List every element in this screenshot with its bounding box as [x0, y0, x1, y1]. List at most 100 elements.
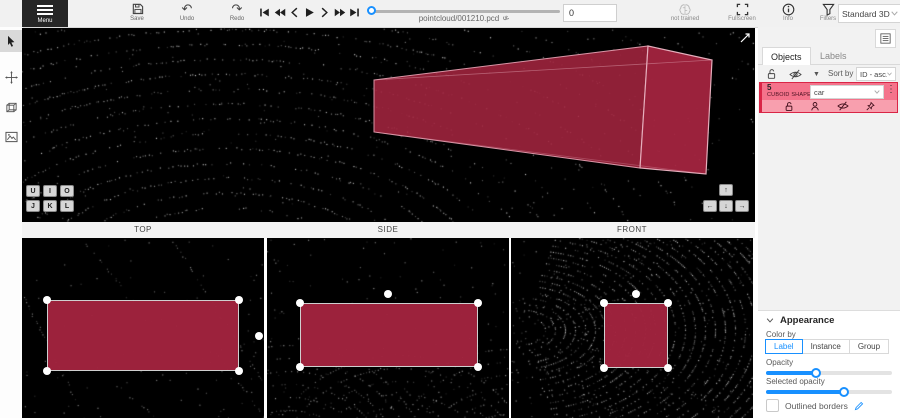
resize-handle[interactable] [600, 299, 608, 307]
first-frame-icon [260, 8, 269, 16]
opacity-slider-handle[interactable] [811, 368, 822, 378]
appearance-header[interactable]: Appearance [766, 315, 834, 326]
resize-handle[interactable] [664, 364, 672, 372]
fullscreen-button[interactable]: Fullscreen [720, 3, 764, 22]
cuboid-front-projection[interactable] [604, 303, 668, 368]
chevron-down-icon [874, 90, 880, 94]
opacity-slider[interactable] [766, 368, 892, 378]
resize-handle[interactable] [296, 363, 304, 371]
object-label-select[interactable]: car [810, 85, 884, 99]
next-frame-button[interactable] [318, 4, 331, 20]
cursor-tool-button[interactable] [0, 30, 22, 52]
sort-value: ID - asc... [860, 69, 887, 79]
rotation-handle[interactable] [384, 290, 392, 298]
hotkey-l-button[interactable]: L [60, 200, 74, 212]
color-by-label-button[interactable]: Label [765, 339, 803, 354]
hamburger-icon [37, 3, 53, 17]
object-hide-icon[interactable] [836, 101, 849, 111]
resize-handle[interactable] [474, 299, 482, 307]
lock-all-button[interactable] [766, 67, 777, 81]
cuboid-annotation-3d[interactable] [22, 28, 755, 222]
forward-button[interactable] [333, 4, 346, 20]
object-item-car[interactable]: 5 CUBOID SHAPE car ⋮ [759, 82, 898, 113]
arrow-left-button[interactable]: ← [703, 200, 717, 212]
hotkey-k-button[interactable]: K [43, 200, 57, 212]
arrow-up-button[interactable]: ↑ [719, 184, 733, 196]
play-button[interactable] [303, 4, 316, 20]
resize-view-icon[interactable] [738, 31, 752, 45]
resize-handle[interactable] [235, 367, 243, 375]
arrow-right-button[interactable]: → [735, 200, 749, 212]
resize-handle[interactable] [600, 364, 608, 372]
hide-all-button[interactable] [789, 67, 802, 81]
last-frame-button[interactable] [348, 4, 361, 20]
selected-opacity-slider[interactable] [766, 387, 892, 397]
cuboid-top-projection[interactable] [47, 300, 239, 371]
sort-by-label: Sort by [828, 69, 854, 78]
outlined-borders-row: Outlined borders [766, 399, 864, 412]
resize-handle[interactable] [474, 363, 482, 371]
frame-slider[interactable] [367, 6, 560, 15]
undo-button[interactable]: ↶ Undo [179, 1, 195, 22]
info-button[interactable]: Info [766, 3, 810, 22]
move-tool-button[interactable] [0, 66, 22, 88]
selected-opacity-slider-handle[interactable] [839, 387, 850, 397]
chevron-down-icon [887, 72, 892, 76]
color-by-label: Color by [766, 330, 796, 339]
side-view[interactable] [267, 238, 509, 418]
object-actions-menu-button[interactable]: ⋮ [886, 84, 896, 95]
fast-backward-icon [274, 8, 285, 16]
hotkey-u-button[interactable]: U [26, 185, 40, 197]
first-frame-button[interactable] [258, 4, 271, 20]
frame-number-input[interactable] [563, 4, 617, 22]
arrow-down-button[interactable]: ↓ [719, 200, 733, 212]
tab-labels[interactable]: Labels [820, 50, 847, 61]
side-view-label: SIDE [377, 225, 399, 234]
redo-button[interactable]: ↷ Redo [229, 1, 245, 22]
object-item-header: 5 CUBOID SHAPE car ⋮ [762, 83, 897, 100]
color-by-instance-button[interactable]: Instance [801, 339, 850, 354]
object-unlock-icon[interactable] [784, 101, 794, 112]
pencil-icon[interactable] [854, 401, 864, 411]
photo-context-button[interactable] [0, 126, 22, 148]
hotkey-i-button[interactable]: I [43, 185, 57, 197]
rotation-handle[interactable] [632, 290, 640, 298]
menu-button[interactable]: Menu [22, 0, 68, 27]
backward-button[interactable] [273, 4, 286, 20]
cuboid-icon [5, 102, 17, 112]
brain-icon [679, 4, 691, 15]
chevron-down-icon [891, 11, 898, 16]
tab-objects[interactable]: Objects [762, 47, 811, 65]
resize-handle[interactable] [43, 296, 51, 304]
draw-cuboid-button[interactable] [0, 96, 22, 118]
resize-handle[interactable] [296, 299, 304, 307]
collapse-sidebar-button[interactable] [875, 29, 896, 48]
resize-handle[interactable] [43, 367, 51, 375]
object-id: 5 [767, 83, 772, 92]
resize-handle[interactable] [235, 296, 243, 304]
color-by-group-button[interactable]: Group [848, 339, 890, 354]
previous-icon [291, 7, 298, 17]
save-button[interactable]: Save [122, 2, 152, 22]
perspective-view[interactable]: U I O J K L ↑ ← ↓ → [22, 28, 755, 222]
workspace-select[interactable]: Standard 3D [838, 4, 900, 23]
frame-slider-handle[interactable] [367, 6, 376, 15]
previous-frame-button[interactable] [288, 4, 301, 20]
ai-tools-button[interactable]: not trained [663, 3, 707, 22]
sort-select[interactable]: ID - asc... [856, 67, 896, 81]
resize-handle[interactable] [664, 299, 672, 307]
hotkey-j-button[interactable]: J [26, 200, 40, 212]
outlined-borders-checkbox[interactable] [766, 399, 779, 412]
hotkey-o-button[interactable]: O [60, 185, 74, 197]
link-icon[interactable] [502, 14, 511, 23]
top-view[interactable] [22, 238, 264, 418]
expand-states-button[interactable]: ▼ [813, 70, 820, 78]
object-type-label: CUBOID SHAPE [767, 92, 811, 98]
front-view[interactable] [511, 238, 753, 418]
object-pin-icon[interactable] [865, 101, 875, 112]
cuboid-side-projection[interactable] [300, 303, 478, 367]
object-occluded-icon[interactable] [810, 101, 820, 112]
filters-button[interactable]: Filters [806, 3, 850, 22]
rotation-handle[interactable] [255, 332, 263, 340]
